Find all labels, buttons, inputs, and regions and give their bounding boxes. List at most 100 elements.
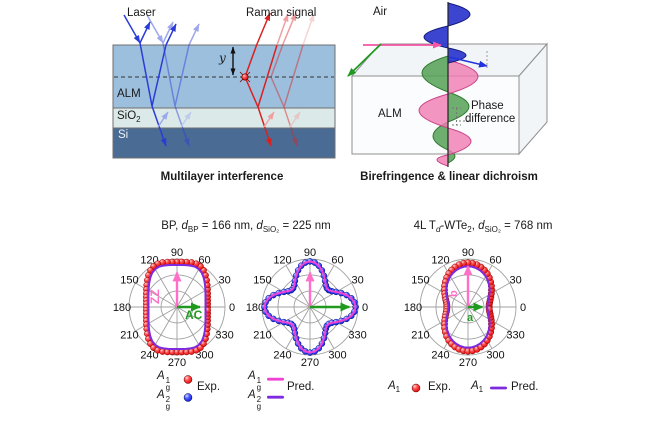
legend-a1-pred-label: A1 <box>471 380 484 394</box>
raman-down-ray <box>244 76 259 108</box>
b-axis-label: b <box>448 290 460 297</box>
interference-diagram <box>112 12 336 159</box>
alm-box-label: ALM <box>378 108 402 120</box>
polar-angle-label: 270 <box>168 357 186 369</box>
polar-angle-label: 30 <box>218 275 230 287</box>
alm-layer-label: ALM <box>117 88 141 100</box>
polar-angle-label: 0 <box>520 302 526 314</box>
legend-pred-label-wte2: Pred. <box>511 381 539 393</box>
blue-wave <box>423 2 471 64</box>
laser-exit-ray <box>165 23 177 46</box>
polar-angle-label: 330 <box>215 330 233 342</box>
polar-angle-label: 60 <box>489 254 501 266</box>
emitter-circle <box>241 73 249 81</box>
pred-line <box>147 264 207 350</box>
raman-ray-group <box>244 12 289 147</box>
a-axis-label: a <box>467 312 474 324</box>
si-layer-rect <box>112 127 336 159</box>
polar-angle-label: 150 <box>253 275 271 287</box>
legend-magenta-dash <box>267 377 284 381</box>
polar-angle-label: 150 <box>120 275 138 287</box>
raman-signal-label: Raman signal <box>246 7 317 19</box>
laser-label: Laser <box>127 7 156 19</box>
polar-angle-label: 330 <box>506 330 524 342</box>
birefringence-diagram <box>347 2 549 167</box>
polar-angle-label: 270 <box>301 357 319 369</box>
zz-axis-label: ZZ <box>148 289 162 304</box>
sio2-layer-rect <box>112 107 336 129</box>
legend-symbols <box>183 375 507 402</box>
legend-blue-sphere <box>183 393 193 402</box>
laser-ray-group <box>123 14 177 147</box>
polar-plots: 0306090120150180210240270300330030609012… <box>113 247 526 369</box>
polar-angle-label: 270 <box>459 357 477 369</box>
projection-blue-arrow <box>448 56 488 68</box>
raman-up-ray <box>244 43 258 78</box>
polar-angle-label: 180 <box>404 302 422 314</box>
ac-axis-label: AC <box>185 308 203 322</box>
si-layer-label: Si <box>118 129 129 141</box>
depth-y-label: y <box>219 51 226 65</box>
legend-red-sphere <box>183 375 193 384</box>
legend-violet-dash-wte2 <box>490 386 507 390</box>
sio2-layer-label: SiO2 <box>117 110 141 124</box>
polar-angle-label: 240 <box>273 350 291 362</box>
bp-panel-title: BP, dBP = 166 nm, dSiO₂ = 225 nm <box>161 220 331 234</box>
legend-violet-dash <box>267 395 284 399</box>
laser-surface-reflection <box>139 21 151 44</box>
polar-angle-label: 300 <box>195 350 213 362</box>
polar-angle-label: 180 <box>113 302 131 314</box>
raman-exit-ray <box>256 12 271 45</box>
polar-angle-label: 90 <box>171 247 183 259</box>
laser-internal-bounce <box>151 44 167 107</box>
polar-angle-label: 90 <box>304 247 316 259</box>
polar-angle-label: 90 <box>462 247 474 259</box>
pred-line <box>445 265 491 349</box>
polar-angle-label: 120 <box>273 254 291 266</box>
polar-angle-label: 210 <box>411 330 429 342</box>
polar-angle-label: 300 <box>486 350 504 362</box>
air-label: Air <box>373 6 388 18</box>
polar-angle-label: 0 <box>229 302 235 314</box>
laser-incident-ray <box>123 14 141 44</box>
legend-exp-label: Exp. <box>197 381 221 393</box>
polar-angle-label: 60 <box>331 254 343 266</box>
wte2-panel-title: 4L Td-WTe2, dSiO₂ = 768 nm <box>413 220 553 234</box>
polar-angle-label: 150 <box>411 275 429 287</box>
phase-label-line2: difference <box>465 113 516 125</box>
birefringence-caption: Birefringence & linear dichroism <box>360 171 538 183</box>
emitter-dot <box>239 71 251 83</box>
polar-angle-label: 30 <box>351 275 363 287</box>
raman-sio2-reflection <box>263 111 275 128</box>
polar-angle-label: 210 <box>253 330 271 342</box>
legend-a1-exp-label: A1 <box>388 380 401 394</box>
polar-angle-label: 300 <box>328 350 346 362</box>
phase-difference-bracket <box>452 107 470 126</box>
laser-refracted-ray <box>139 42 153 107</box>
polar-angle-label: 120 <box>431 254 449 266</box>
interference-caption: Multilayer interference <box>160 171 284 183</box>
polar-angle-label: 210 <box>120 330 138 342</box>
legend-red-sphere-wte2 <box>411 383 421 393</box>
legend-exp-label-wte2: Exp. <box>428 381 452 393</box>
polar-angle-label: 240 <box>431 350 449 362</box>
projection-green-arrow <box>347 43 382 77</box>
pred-line <box>263 260 357 354</box>
laser-sio2-reflection <box>157 111 169 128</box>
polar-angle-label: 180 <box>246 302 264 314</box>
pink-wave <box>418 59 479 167</box>
legend-pred-label: Pred. <box>287 381 315 393</box>
raman-exit-ray-2 <box>276 13 289 46</box>
polar-angle-label: 30 <box>509 275 521 287</box>
phase-label-line1: Phase <box>471 100 504 112</box>
polar-angle-label: 240 <box>140 350 158 362</box>
